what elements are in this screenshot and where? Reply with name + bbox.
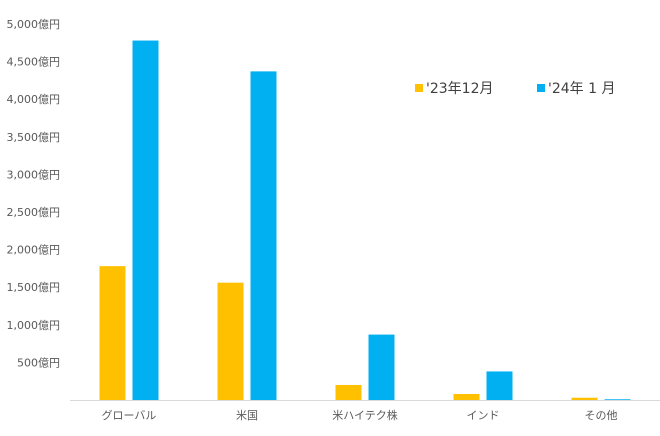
bar-1-4 — [453, 393, 480, 400]
bar-1-3 — [335, 384, 362, 400]
bar-2-4 — [486, 371, 513, 400]
y-tick-label: 1,000億円 — [7, 319, 61, 332]
bar-2-5 — [604, 399, 631, 400]
y-tick-label: 3,000億円 — [7, 168, 61, 181]
bars — [99, 40, 631, 400]
y-tick-label: 500億円 — [17, 356, 60, 369]
y-tick-label: 4,500億円 — [7, 56, 61, 69]
bar-1-5 — [571, 397, 598, 400]
x-tick-label: グローバル — [102, 408, 157, 422]
x-tick-label: インド — [467, 409, 500, 422]
y-tick-label: 3,500億円 — [7, 131, 61, 144]
y-tick-label: 1,500億円 — [7, 281, 61, 294]
x-tick-label: 米ハイテク株 — [332, 408, 398, 422]
bar-2-2 — [250, 71, 277, 400]
y-tick-label: 4,000億円 — [7, 93, 61, 106]
x-tick-label: その他 — [585, 409, 618, 422]
legend-swatch — [537, 84, 545, 92]
legend-label: '24年 1 月 — [548, 81, 615, 97]
legend-label: '23年12月 — [426, 81, 493, 97]
legend: '23年12月 '24年 1 月 — [415, 81, 615, 97]
bar-1-1 — [99, 266, 126, 400]
y-tick-label: 2,500億円 — [7, 206, 61, 219]
bar-1-2 — [217, 282, 244, 400]
legend-swatch — [415, 84, 423, 92]
bar-2-1 — [132, 40, 159, 400]
y-axis-ticks: 500億円 1,000億円 1,500億円 2,000億円 2,500億円 3,000億円… — [7, 18, 61, 369]
bar-2-3 — [368, 334, 395, 400]
y-tick-label: 5,000億円 — [7, 18, 61, 31]
x-tick-label: 米国 — [236, 409, 258, 422]
x-axis-ticks: グローバル 米国 米ハイテク株 インド その他 — [102, 408, 618, 422]
y-tick-label: 2,000億円 — [7, 244, 61, 257]
